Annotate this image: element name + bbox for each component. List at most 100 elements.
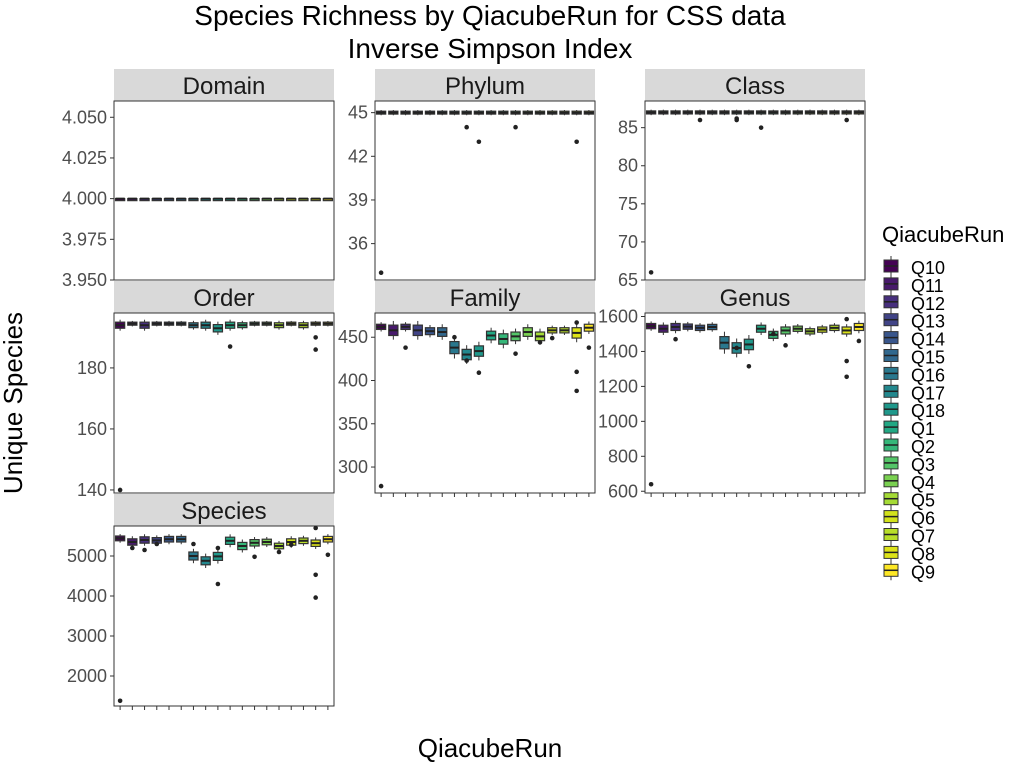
box-genus-Q8 xyxy=(841,324,852,337)
plot-area-domain xyxy=(113,100,335,281)
box-phylum-Q16 xyxy=(449,110,460,116)
panel-domain: Domain 4.050 4.025 4.000 3.975 3.950 xyxy=(62,69,335,290)
box-class-Q13 xyxy=(682,109,693,116)
box-order-Q14 xyxy=(163,320,175,327)
box-phylum-Q13 xyxy=(412,110,423,116)
y-tick-label-family: 400 xyxy=(338,371,368,391)
y-tick-label-genus: 1400 xyxy=(598,341,638,361)
outlier-point-species xyxy=(276,549,282,555)
box-family-Q13 xyxy=(412,320,423,340)
box-class-Q2 xyxy=(768,109,779,116)
box-class-Q12 xyxy=(670,109,681,116)
outlier-point-genus xyxy=(844,374,849,380)
panel-order: Order 180 160 140 xyxy=(77,281,335,500)
legend-item-Q1: Q1 xyxy=(883,417,935,439)
box-order-Q5 xyxy=(273,320,285,330)
y-tick-label-family: 450 xyxy=(338,327,368,347)
legend-item-Q2: Q2 xyxy=(883,435,935,457)
legend-item-Q3: Q3 xyxy=(883,452,935,475)
box-family-Q7 xyxy=(559,325,570,335)
box-phylum-Q18 xyxy=(473,110,485,116)
box-class-Q15 xyxy=(707,109,718,116)
box-family-Q16 xyxy=(449,336,460,359)
y-tick-label-phylum: 42 xyxy=(348,146,368,166)
outlier-point-class xyxy=(648,270,654,275)
box-class-Q9 xyxy=(853,109,865,116)
legend-item-Q4: Q4 xyxy=(883,470,935,493)
legend-label: Q15 xyxy=(911,348,945,368)
panel-species: Species 5000 4000 3000 2000 xyxy=(67,494,335,710)
strip-label-order: Order xyxy=(193,285,254,312)
legend-item-Q15: Q15 xyxy=(883,345,945,368)
legend-label: Q18 xyxy=(911,401,945,421)
y-tick-label-species: 5000 xyxy=(67,546,107,566)
outlier-point-genus xyxy=(746,364,752,369)
outlier-point-order xyxy=(227,344,233,349)
y-tick-label-class: 80 xyxy=(618,156,638,176)
box-genus-Q16 xyxy=(719,331,730,354)
panel-family: Family 450 400 350 300 xyxy=(338,281,596,497)
box-order-Q16 xyxy=(188,320,199,330)
y-tick-label-order: 180 xyxy=(77,358,107,378)
outlier-point-species xyxy=(142,547,147,553)
box-genus-Q12 xyxy=(670,320,681,334)
y-tick-label-domain: 4.050 xyxy=(62,107,107,127)
box-phylum-Q6 xyxy=(547,110,558,116)
chart-title-line2: Inverse Simpson Index xyxy=(348,33,633,64)
strip-label-family: Family xyxy=(450,285,521,312)
y-tick-label-genus: 800 xyxy=(608,446,638,466)
box-domain-Q2 xyxy=(237,197,248,202)
outlier-point-phylum xyxy=(378,270,384,276)
box-domain-Q16 xyxy=(188,197,199,202)
box-family-Q4 xyxy=(522,324,533,340)
box-order-Q9 xyxy=(322,320,334,327)
y-tick-label-order: 160 xyxy=(77,419,107,439)
outlier-point-family xyxy=(452,334,457,340)
legend-item-Q6: Q6 xyxy=(883,506,935,529)
strip-label-domain: Domain xyxy=(183,73,266,100)
box-family-Q18 xyxy=(473,341,485,361)
box-species-Q7 xyxy=(298,535,309,546)
box-class-Q8 xyxy=(841,109,852,116)
legend-label: Q17 xyxy=(911,383,945,403)
legend-title: QiacubeRun xyxy=(882,222,1004,247)
panel-genus: Genus 1600 1400 1200 1000 800 600 xyxy=(598,281,866,501)
outlier-point-family xyxy=(586,345,592,350)
outlier-point-genus xyxy=(734,345,739,351)
box-phylum-Q12 xyxy=(400,110,411,116)
box-order-Q8 xyxy=(310,320,321,327)
strip-label-genus: Genus xyxy=(720,285,791,312)
box-species-Q5 xyxy=(273,540,285,552)
strip-family xyxy=(375,281,595,313)
box-genus-Q10 xyxy=(645,321,657,331)
plot-area-species xyxy=(113,525,335,707)
y-tick-label-family: 300 xyxy=(338,457,368,477)
outlier-point-family xyxy=(378,483,384,489)
box-family-Q15 xyxy=(437,324,448,340)
y-tick-label-species: 3000 xyxy=(67,626,107,646)
legend-item-Q5: Q5 xyxy=(883,488,935,511)
box-species-Q16 xyxy=(188,548,199,564)
legend-label: Q13 xyxy=(911,312,945,332)
box-domain-Q10 xyxy=(114,197,126,202)
legend-item-Q13: Q13 xyxy=(883,309,945,332)
y-tick-label-genus: 600 xyxy=(608,481,638,501)
y-tick-label-family: 350 xyxy=(338,414,368,434)
outlier-point-family xyxy=(513,351,518,356)
box-domain-Q1 xyxy=(224,197,236,202)
legend-label: Q5 xyxy=(911,491,935,511)
strip-label-phylum: Phylum xyxy=(445,73,525,100)
legend-item-Q7: Q7 xyxy=(883,524,935,547)
box-class-Q16 xyxy=(719,109,730,116)
outlier-point-species xyxy=(117,698,123,704)
box-class-Q18 xyxy=(743,109,755,116)
box-family-Q1 xyxy=(485,327,497,344)
legend-label: Q16 xyxy=(911,365,945,385)
box-genus-Q7 xyxy=(829,323,840,333)
outlier-point-phylum xyxy=(513,124,518,130)
box-class-Q4 xyxy=(792,109,803,116)
outlier-point-species xyxy=(313,572,318,578)
outlier-point-family xyxy=(476,370,482,376)
box-family-Q8 xyxy=(571,323,582,343)
box-domain-Q12 xyxy=(139,197,150,202)
